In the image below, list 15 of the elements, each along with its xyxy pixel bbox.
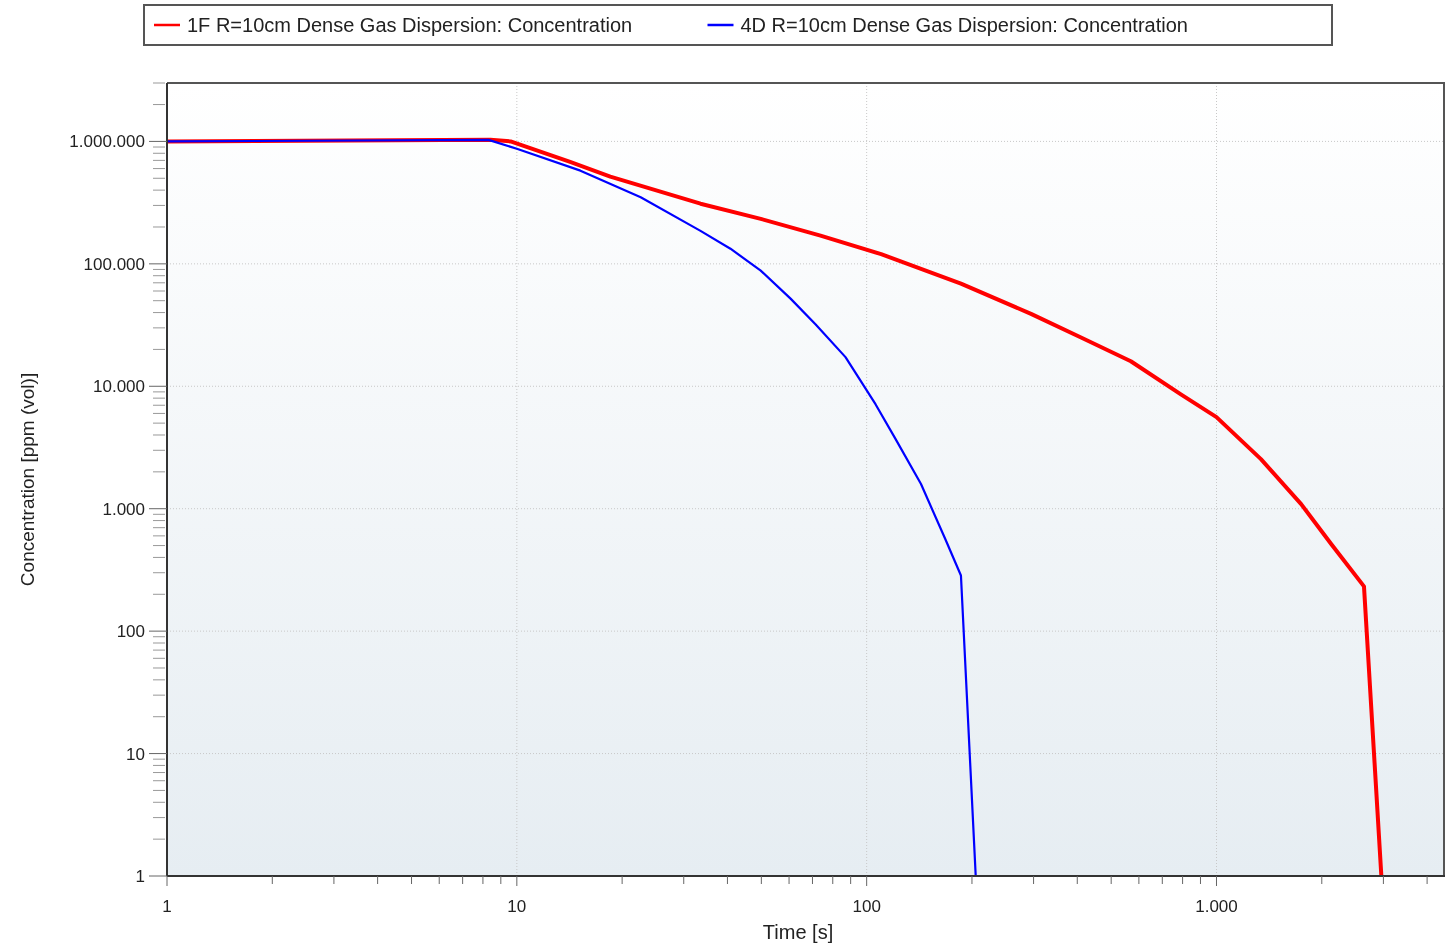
- legend-label: 4D R=10cm Dense Gas Dispersion: Concentration: [740, 14, 1188, 36]
- x-tick-label: 1.000: [1195, 897, 1238, 916]
- y-tick-label: 1.000: [102, 499, 145, 519]
- y-tick-label: 1: [135, 867, 145, 886]
- y-tick-label: 1.000.000: [69, 132, 145, 152]
- x-tick-label: 1: [162, 897, 172, 916]
- legend-label: 1F R=10cm Dense Gas Dispersion: Concentration: [187, 14, 633, 36]
- x-tick-label: 100: [852, 897, 881, 916]
- x-axis-title: Time [s]: [762, 921, 834, 943]
- x-tick-label: 10: [507, 897, 527, 916]
- y-tick-label: 10.000: [93, 377, 145, 397]
- y-axis-title: Concentration [ppm (vol)]: [17, 372, 38, 587]
- y-tick-label: 100: [116, 622, 145, 642]
- y-tick-label: 10: [126, 744, 145, 764]
- y-tick-label: 100.000: [83, 254, 145, 274]
